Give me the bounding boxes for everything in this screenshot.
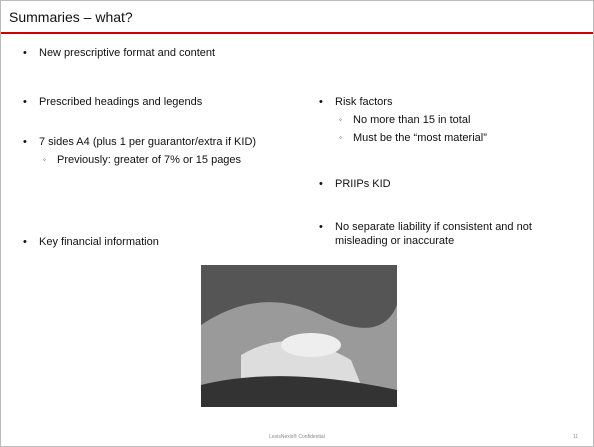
bullet: Risk factors No more than 15 in total Must… (319, 95, 585, 145)
bullet-text: Prescribed headings and legends (39, 96, 203, 108)
sub-bullet-text: Must be the “most material” (353, 132, 487, 144)
page-number: 11 (573, 434, 579, 440)
bullet-text: PRIIPs KID (335, 178, 391, 190)
bullet-text: No separate liability if consistent and … (335, 221, 532, 247)
slide-title: Summaries – what? (9, 9, 133, 25)
bullet: New prescriptive format and content (23, 46, 309, 60)
sub-bullet: Previously: greater of 7% or 15 pages (43, 153, 309, 167)
bullet-text: Key financial information (39, 236, 159, 248)
sub-bullet-text: Previously: greater of 7% or 15 pages (57, 154, 242, 166)
bullet: Key financial information (23, 235, 309, 249)
bullet: 7 sides A4 (plus 1 per guarantor/extra i… (23, 135, 309, 167)
sub-bullet-text: No more than 15 in total (353, 114, 471, 126)
photo (201, 265, 397, 407)
bullet: No separate liability if consistent and … (319, 220, 585, 248)
sub-bullet: Must be the “most material” (339, 131, 585, 145)
bullet: PRIIPs KID (319, 177, 585, 191)
bullet-text: New prescriptive format and content (39, 47, 216, 59)
bullet: Prescribed headings and legends (23, 95, 309, 109)
bullet-text: 7 sides A4 (plus 1 per guarantor/extra i… (39, 136, 257, 148)
footer-text: LexisNexis® Confidential (269, 434, 325, 440)
title-rule (1, 32, 593, 34)
bullet-text: Risk factors (335, 96, 393, 108)
sub-bullet: No more than 15 in total (339, 113, 585, 127)
